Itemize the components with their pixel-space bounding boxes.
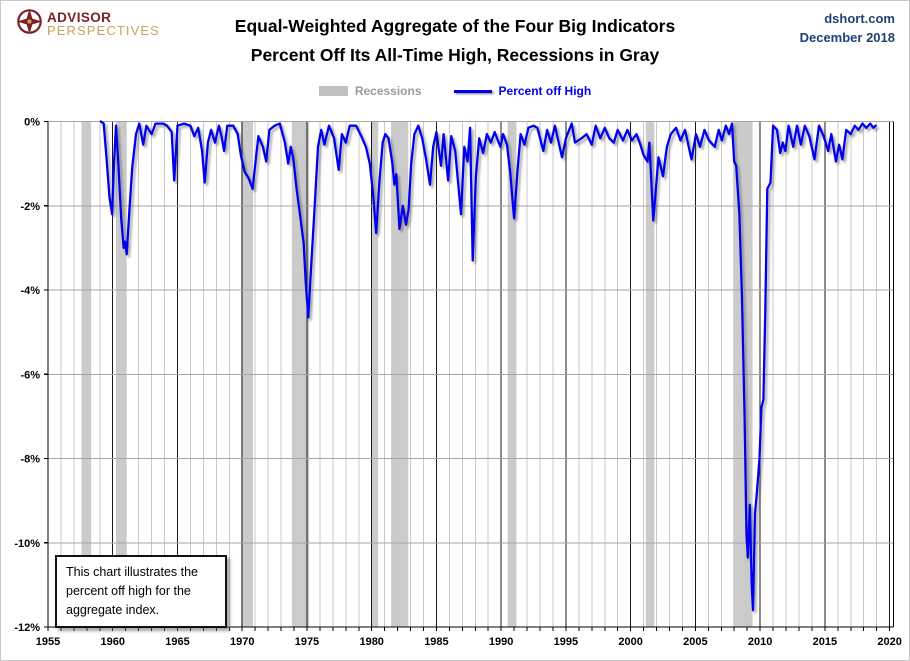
chart-title: Equal-Weighted Aggregate of the Four Big… — [0, 12, 910, 70]
source-site: dshort.com — [824, 11, 895, 26]
legend-recessions-label: Recessions — [354, 84, 422, 98]
svg-text:0%: 0% — [24, 117, 40, 129]
compass-logo-icon — [17, 9, 42, 34]
svg-text:1990: 1990 — [489, 636, 513, 648]
advisor-perspectives-logo: ADVISOR PERSPECTIVES — [16, 8, 160, 37]
logo-line1: ADVISOR — [47, 10, 112, 25]
legend-series-label: Percent off High — [498, 84, 592, 98]
percent-off-high-line — [99, 120, 877, 612]
svg-text:-2%: -2% — [20, 201, 40, 213]
svg-text:-4%: -4% — [20, 285, 40, 297]
axis-tick-labels: 0% -2% -4% -6% -8% -10% -12% 1955 1960 1965 1970 19… — [14, 117, 902, 649]
logo-wordmark: ADVISOR PERSPECTIVES — [47, 8, 160, 37]
svg-text:1985: 1985 — [424, 636, 448, 648]
svg-text:-12%: -12% — [14, 622, 40, 634]
svg-text:2015: 2015 — [813, 636, 837, 648]
svg-text:1960: 1960 — [100, 636, 124, 648]
svg-text:1970: 1970 — [230, 636, 254, 648]
svg-text:1955: 1955 — [36, 636, 60, 648]
chart-title-line1: Equal-Weighted Aggregate of the Four Big… — [234, 16, 676, 36]
line-swatch-icon — [453, 89, 492, 93]
source-box: dshort.com December 2018 — [800, 9, 895, 47]
svg-text:2010: 2010 — [748, 636, 772, 648]
svg-text:1965: 1965 — [165, 636, 189, 648]
svg-text:2020: 2020 — [877, 636, 901, 648]
svg-text:-10%: -10% — [14, 538, 40, 550]
svg-text:1975: 1975 — [295, 636, 319, 648]
legend-item-recessions: Recessions — [318, 84, 422, 98]
svg-text:-6%: -6% — [20, 369, 40, 381]
svg-text:-8%: -8% — [20, 454, 40, 466]
legend-item-percent-off-high: Percent off High — [453, 84, 592, 98]
source-date: December 2018 — [799, 30, 895, 45]
svg-text:2000: 2000 — [618, 636, 642, 648]
svg-text:2005: 2005 — [683, 636, 707, 648]
annotation-box: This chart illustrates the percent off h… — [55, 555, 227, 629]
svg-text:1995: 1995 — [554, 636, 578, 648]
chart-title-line2: Percent Off Its All-Time High, Recession… — [250, 45, 660, 65]
recession-swatch-icon — [318, 86, 348, 96]
annotation-text: This chart illustrates the percent off h… — [66, 565, 198, 617]
svg-text:1980: 1980 — [359, 636, 383, 648]
chart-legend: Recessions Percent off High — [0, 84, 910, 98]
logo-line2: PERSPECTIVES — [47, 23, 160, 38]
